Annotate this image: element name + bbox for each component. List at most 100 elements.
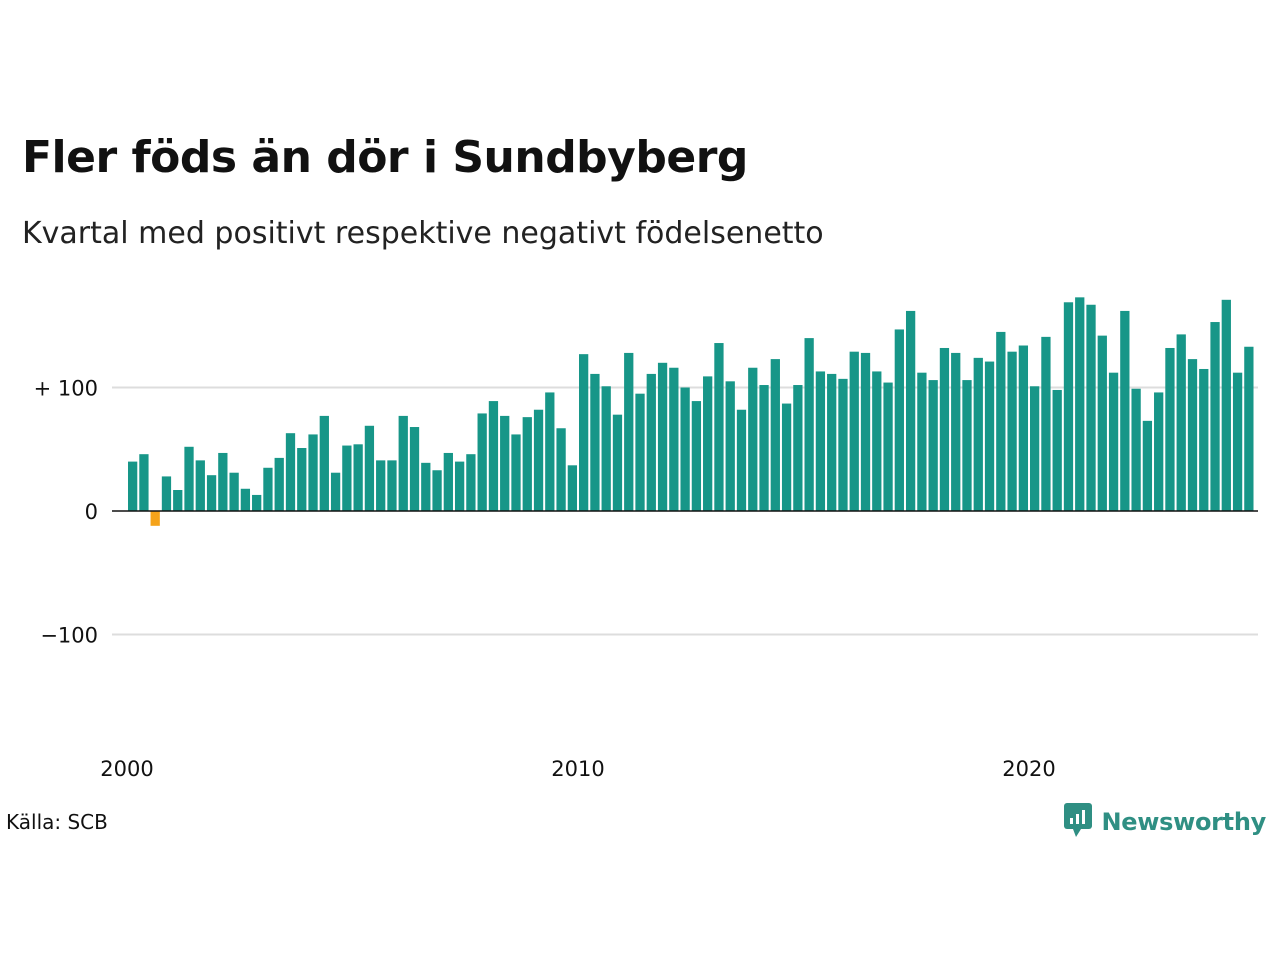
bar [725,381,735,511]
bar [376,460,386,512]
x-tick-label: 2010 [551,757,604,781]
bar [285,433,296,511]
bar-chart: + 100 0 −100 2000 2010 2020 [34,297,1258,781]
bar [703,376,713,511]
bar [1018,345,1029,511]
bar [714,343,724,511]
brand-name: Newsworthy [1101,808,1266,836]
bar [793,385,803,511]
bar [139,454,149,511]
bar [1063,302,1074,511]
brand-logo[interactable]: Newsworthy [1063,802,1266,842]
bar [398,415,408,511]
bar [150,511,160,526]
bar [1187,359,1198,512]
bar [454,461,465,511]
bar [646,373,656,511]
bar [612,414,623,511]
bar [939,347,950,511]
bar [195,460,205,512]
bar [1108,372,1119,511]
bar [533,409,544,511]
bar [691,401,702,511]
bar [319,415,329,511]
bar [353,444,363,511]
bar [590,373,600,511]
bar [838,378,848,512]
bar [1097,335,1107,511]
bar [1052,389,1062,511]
bar [984,361,995,511]
bar [387,460,397,512]
bar [477,413,487,512]
bar [917,372,927,511]
bar [184,446,194,511]
bar [252,494,262,511]
bar [364,425,375,511]
bar [1142,420,1153,512]
bar [240,488,251,511]
source-note: Källa: SCB [6,810,108,834]
bar [274,457,284,511]
x-tick-label: 2000 [100,757,153,781]
x-tick-label: 2020 [1002,757,1055,781]
bar [759,385,769,511]
bar [1131,388,1141,512]
bar [669,367,679,511]
bar [1221,299,1231,511]
bar [500,415,510,511]
bar [894,329,904,511]
bar [522,417,532,511]
bar [1120,310,1130,511]
bar [1154,392,1164,511]
bar [1086,304,1096,511]
bar [827,373,837,511]
y-tick-label: −100 [40,624,98,648]
bar [432,470,442,512]
bar [860,352,871,511]
bar [308,434,318,511]
bar [488,401,499,511]
bar [770,359,780,512]
bar [1075,297,1085,511]
bar [951,352,961,511]
chart-title: Fler föds än dör i Sundbyberg [22,132,748,183]
bar [206,475,217,512]
bar [905,310,916,511]
bar [443,452,453,511]
bar [579,354,589,511]
bar [815,371,826,511]
bar [601,386,611,511]
bar [173,490,183,511]
bar [511,434,521,511]
bar [1165,347,1175,511]
y-tick-label: 0 [85,500,98,524]
bar [556,428,566,511]
newsworthy-logo-icon [1063,802,1093,842]
bar [1199,368,1209,512]
bar [421,462,431,511]
bar [1244,346,1254,512]
bar [804,338,814,511]
bar [466,454,476,511]
bar [297,448,307,511]
bar [1176,334,1186,511]
bar [680,387,690,511]
bar [229,472,239,511]
bar [409,427,420,511]
bar [657,362,668,511]
bar [545,392,555,511]
bar [781,403,792,512]
bar [849,351,859,511]
bar [567,465,578,512]
bar [1232,372,1243,511]
bar [996,331,1006,511]
y-tick-label: + 100 [34,377,98,401]
bar [1030,386,1040,511]
bar [161,476,172,511]
bar [973,357,983,511]
bar [962,380,972,511]
bar [263,467,273,511]
bar [1041,336,1051,512]
bar [330,472,341,511]
